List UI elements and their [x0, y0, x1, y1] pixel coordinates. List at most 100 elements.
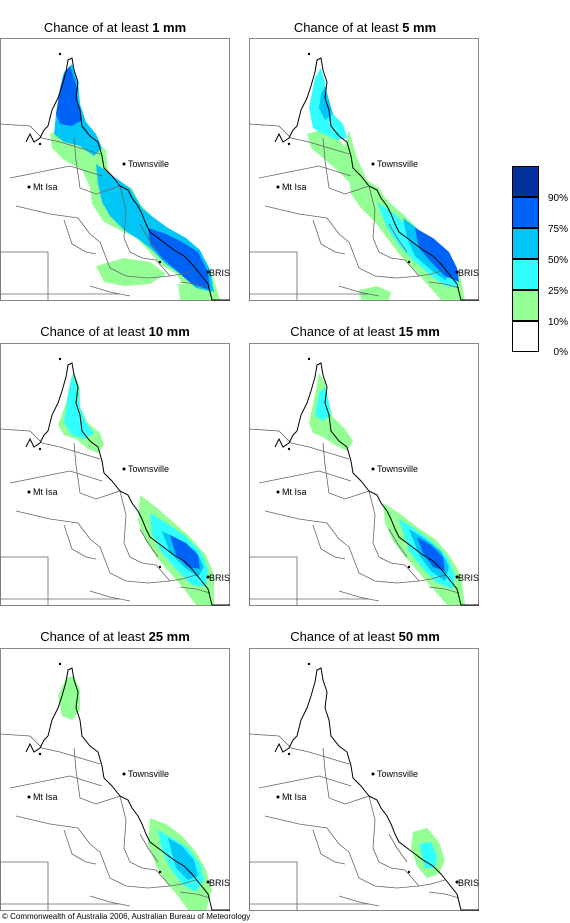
district-border — [99, 241, 171, 279]
district-border — [338, 590, 380, 602]
legend-swatch-75 — [512, 197, 539, 228]
district-border — [15, 815, 101, 853]
coastline — [25, 735, 49, 753]
coastline — [47, 362, 230, 606]
map-canvas: Townsville Mt Isa BRIS — [0, 343, 230, 606]
district-border — [89, 895, 131, 907]
mtisa-label: Mt Isa — [282, 487, 307, 497]
legend-swatch-50 — [512, 228, 539, 259]
map-50mm: Townsville Mt Isa BRIS — [249, 648, 479, 911]
district-border — [9, 470, 103, 484]
district-border — [338, 895, 380, 907]
island — [58, 662, 62, 666]
legend-swatch-25 — [512, 259, 539, 290]
district-border — [348, 851, 420, 889]
probability-area — [417, 537, 445, 571]
district-border — [368, 795, 406, 871]
map-25mm: Townsville Mt Isa BRIS — [0, 648, 230, 911]
island — [407, 565, 411, 569]
bris-label: BRIS — [209, 268, 230, 278]
probability-area — [96, 258, 166, 286]
district-border — [89, 590, 131, 602]
district-border — [368, 185, 406, 261]
townsville-marker — [122, 772, 126, 776]
coastline — [47, 57, 230, 301]
district-border — [9, 165, 103, 179]
legend-label-10: 10% — [547, 317, 568, 328]
district-border — [312, 524, 346, 560]
district-border — [73, 137, 121, 195]
bris-marker — [206, 575, 210, 579]
bris-marker — [455, 575, 459, 579]
district-border — [63, 219, 97, 255]
coastline — [296, 57, 479, 301]
district-border — [264, 815, 350, 853]
map-frame — [249, 648, 479, 911]
map-canvas: Townsville Mt Isa BRIS — [0, 648, 230, 911]
island — [407, 870, 411, 874]
district-border — [368, 490, 406, 566]
bris-label: BRIS — [458, 878, 479, 888]
map-15mm: Townsville Mt Isa BRIS — [249, 343, 479, 606]
townsville-label: Townsville — [377, 464, 418, 474]
coastline — [274, 735, 298, 753]
townsville-label: Townsville — [377, 159, 418, 169]
district-border — [264, 510, 350, 548]
island — [287, 447, 291, 451]
district-border — [404, 564, 446, 582]
townsville-marker — [122, 467, 126, 471]
townsville-label: Townsville — [128, 769, 169, 779]
district-border — [99, 546, 171, 584]
island — [38, 752, 42, 756]
probability-area — [58, 676, 80, 720]
district-border — [338, 285, 380, 297]
probability-area — [148, 228, 210, 290]
district-border — [249, 861, 298, 911]
probability-area — [56, 66, 82, 126]
legend-swatch-0 — [512, 321, 539, 352]
probability-area — [419, 842, 437, 868]
island — [58, 357, 62, 361]
district-border — [249, 556, 298, 606]
island — [158, 870, 162, 874]
district-border — [428, 891, 460, 899]
map-5mm: Townsville Mt Isa BRIS — [249, 38, 479, 301]
townsville-marker — [371, 772, 375, 776]
district-border — [15, 205, 101, 243]
district-border — [404, 259, 446, 277]
island — [287, 752, 291, 756]
district-border — [264, 205, 350, 243]
island — [158, 565, 162, 569]
district-border — [312, 829, 346, 865]
district-border — [139, 528, 159, 558]
bris-label: BRIS — [209, 878, 230, 888]
probability-area — [178, 284, 212, 300]
mtisa-marker — [27, 490, 31, 494]
district-border — [0, 428, 101, 460]
coastline — [296, 362, 479, 606]
district-border — [15, 510, 101, 548]
district-border — [179, 586, 211, 594]
district-border — [348, 241, 420, 279]
district-border — [0, 733, 101, 765]
copyright-notice: © Commonwealth of Australia 2006, Austra… — [2, 912, 251, 921]
district-border — [0, 123, 101, 155]
district-border — [119, 795, 157, 871]
district-border — [322, 137, 370, 195]
district-border — [73, 747, 121, 805]
district-border — [155, 564, 197, 582]
bris-marker — [455, 880, 459, 884]
coastline — [25, 125, 49, 143]
townsville-marker — [371, 467, 375, 471]
district-border — [249, 733, 350, 765]
mtisa-marker — [276, 795, 280, 799]
district-border — [404, 869, 446, 887]
probability-legend: 90% 75% 50% 25% 10% 0% — [512, 166, 568, 358]
island — [38, 142, 42, 146]
district-border — [155, 259, 197, 277]
bris-marker — [206, 270, 210, 274]
island — [158, 260, 162, 264]
coastline — [274, 430, 298, 448]
district-border — [179, 891, 211, 899]
legend-label-0: 0% — [553, 347, 568, 358]
